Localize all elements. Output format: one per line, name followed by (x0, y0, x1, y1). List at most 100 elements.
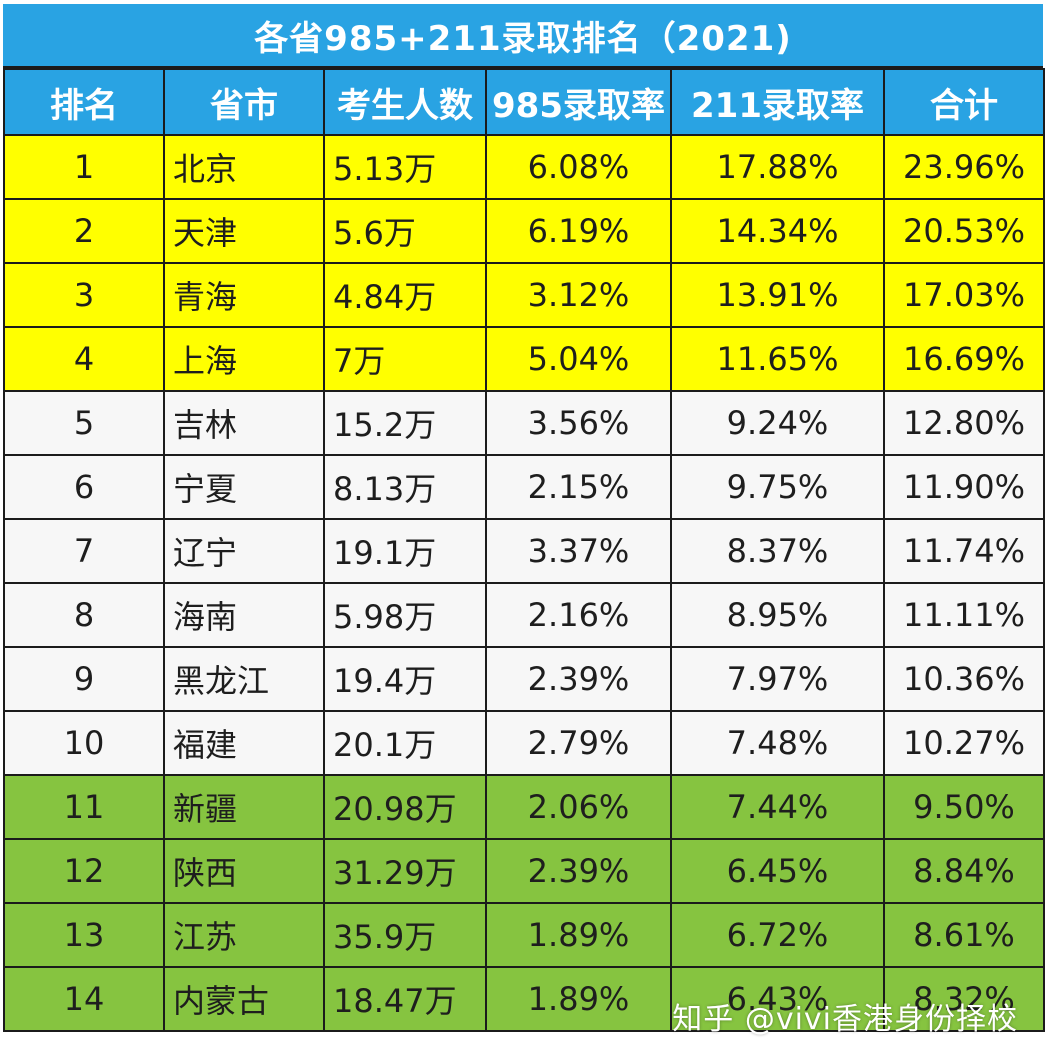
cell-985-rate: 2.16% (485, 582, 672, 648)
cell-rank: 2 (3, 198, 165, 264)
table-row: 7 辽宁 19.1万 3.37% 8.37% 11.74% (3, 518, 1045, 584)
cell-rank: 13 (3, 902, 165, 968)
cell-985-rate: 1.89% (485, 966, 672, 1032)
cell-examinees: 5.98万 (323, 582, 487, 648)
table-title: 各省985+211录取排名（2021) (3, 4, 1043, 68)
table-row: 9 黑龙江 19.4万 2.39% 7.97% 10.36% (3, 646, 1045, 712)
cell-examinees: 4.84万 (323, 262, 487, 328)
cell-province: 辽宁 (163, 518, 325, 584)
cell-total: 12.80% (883, 390, 1045, 456)
cell-rank: 6 (3, 454, 165, 520)
cell-985-rate: 6.08% (485, 134, 672, 200)
cell-985-rate: 2.39% (485, 646, 672, 712)
table-row: 14 内蒙古 18.47万 1.89% 6.43% 8.32% (3, 966, 1045, 1032)
cell-examinees: 35.9万 (323, 902, 487, 968)
cell-985-rate: 2.15% (485, 454, 672, 520)
cell-total: 8.84% (883, 838, 1045, 904)
cell-rank: 1 (3, 134, 165, 200)
cell-rank: 11 (3, 774, 165, 840)
cell-985-rate: 3.12% (485, 262, 672, 328)
cell-211-rate: 6.45% (670, 838, 885, 904)
cell-province: 海南 (163, 582, 325, 648)
cell-211-rate: 9.24% (670, 390, 885, 456)
cell-total: 11.90% (883, 454, 1045, 520)
cell-examinees: 19.1万 (323, 518, 487, 584)
cell-province: 吉林 (163, 390, 325, 456)
cell-examinees: 18.47万 (323, 966, 487, 1032)
cell-rank: 4 (3, 326, 165, 392)
cell-total: 20.53% (883, 198, 1045, 264)
cell-province: 北京 (163, 134, 325, 200)
table-row: 6 宁夏 8.13万 2.15% 9.75% 11.90% (3, 454, 1045, 520)
cell-rank: 8 (3, 582, 165, 648)
table-row: 12 陕西 31.29万 2.39% 6.45% 8.84% (3, 838, 1045, 904)
table-row: 10 福建 20.1万 2.79% 7.48% 10.27% (3, 710, 1045, 776)
cell-province: 上海 (163, 326, 325, 392)
cell-total: 10.36% (883, 646, 1045, 712)
column-header-total: 合计 (883, 68, 1045, 136)
cell-total: 9.50% (883, 774, 1045, 840)
cell-examinees: 5.13万 (323, 134, 487, 200)
table-row: 5 吉林 15.2万 3.56% 9.24% 12.80% (3, 390, 1045, 456)
cell-211-rate: 9.75% (670, 454, 885, 520)
table-row: 11 新疆 20.98万 2.06% 7.44% 9.50% (3, 774, 1045, 840)
cell-province: 新疆 (163, 774, 325, 840)
table-row: 4 上海 7万 5.04% 11.65% 16.69% (3, 326, 1045, 392)
cell-rank: 5 (3, 390, 165, 456)
cell-211-rate: 6.43% (670, 966, 885, 1032)
cell-rank: 7 (3, 518, 165, 584)
table-body: 1 北京 5.13万 6.08% 17.88% 23.96% 2 天津 5.6万 6.19% 14.… (3, 134, 1045, 1032)
cell-985-rate: 1.89% (485, 902, 672, 968)
cell-985-rate: 2.39% (485, 838, 672, 904)
cell-985-rate: 6.19% (485, 198, 672, 264)
table-row: 2 天津 5.6万 6.19% 14.34% 20.53% (3, 198, 1045, 264)
watermark: 知乎 @vivi香港身份择校 (672, 1002, 1018, 1037)
cell-examinees: 5.6万 (323, 198, 487, 264)
cell-rank: 10 (3, 710, 165, 776)
cell-examinees: 19.4万 (323, 646, 487, 712)
cell-province: 陕西 (163, 838, 325, 904)
cell-total: 23.96% (883, 134, 1045, 200)
cell-province: 福建 (163, 710, 325, 776)
ranking-table: 排名 省市 考生人数 985录取率 211录取率 合计 1 北京 5.13万 6.08… (3, 68, 1045, 1032)
cell-rank: 14 (3, 966, 165, 1032)
cell-rank: 9 (3, 646, 165, 712)
table-row: 13 江苏 35.9万 1.89% 6.72% 8.61% (3, 902, 1045, 968)
cell-province: 天津 (163, 198, 325, 264)
cell-985-rate: 2.06% (485, 774, 672, 840)
cell-985-rate: 5.04% (485, 326, 672, 392)
cell-211-rate: 8.95% (670, 582, 885, 648)
cell-total: 11.74% (883, 518, 1045, 584)
cell-211-rate: 11.65% (670, 326, 885, 392)
cell-examinees: 8.13万 (323, 454, 487, 520)
cell-total: 17.03% (883, 262, 1045, 328)
cell-rank: 3 (3, 262, 165, 328)
cell-total: 8.61% (883, 902, 1045, 968)
cell-examinees: 20.98万 (323, 774, 487, 840)
cell-total: 10.27% (883, 710, 1045, 776)
column-header-985-rate: 985录取率 (485, 68, 672, 136)
cell-985-rate: 3.56% (485, 390, 672, 456)
cell-examinees: 20.1万 (323, 710, 487, 776)
cell-211-rate: 8.37% (670, 518, 885, 584)
cell-211-rate: 7.97% (670, 646, 885, 712)
cell-province: 青海 (163, 262, 325, 328)
cell-211-rate: 13.91% (670, 262, 885, 328)
column-header-rank: 排名 (3, 68, 165, 136)
cell-985-rate: 3.37% (485, 518, 672, 584)
cell-province: 黑龙江 (163, 646, 325, 712)
cell-211-rate: 14.34% (670, 198, 885, 264)
cell-total: 8.32% (883, 966, 1045, 1032)
column-header-211-rate: 211录取率 (670, 68, 885, 136)
cell-total: 11.11% (883, 582, 1045, 648)
cell-985-rate: 2.79% (485, 710, 672, 776)
cell-211-rate: 17.88% (670, 134, 885, 200)
table-row: 8 海南 5.98万 2.16% 8.95% 11.11% (3, 582, 1045, 648)
cell-total: 16.69% (883, 326, 1045, 392)
cell-examinees: 7万 (323, 326, 487, 392)
table-row: 1 北京 5.13万 6.08% 17.88% 23.96% (3, 134, 1045, 200)
cell-examinees: 15.2万 (323, 390, 487, 456)
cell-211-rate: 6.72% (670, 902, 885, 968)
cell-rank: 12 (3, 838, 165, 904)
cell-province: 内蒙古 (163, 966, 325, 1032)
